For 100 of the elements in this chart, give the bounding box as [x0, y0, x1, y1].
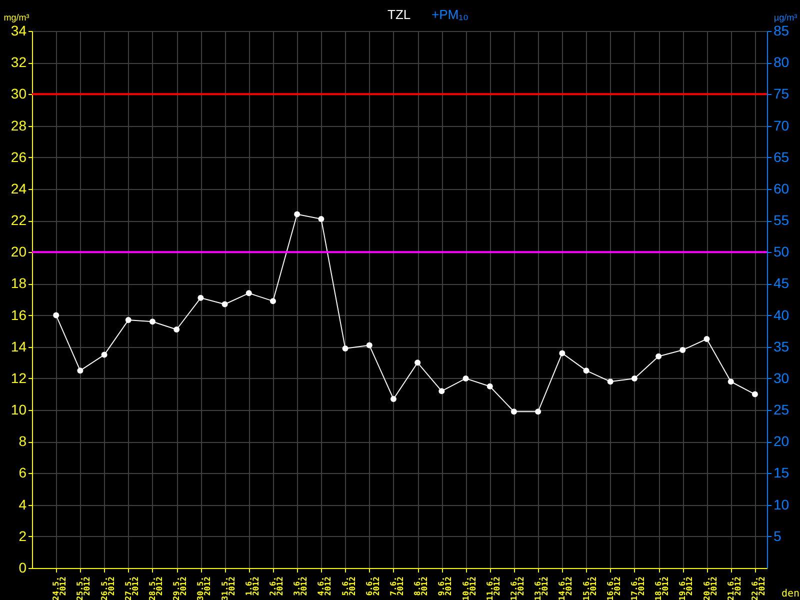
y-tick-label: 34	[10, 22, 27, 38]
point	[559, 350, 566, 356]
x-tick-label: 12.6.2012	[509, 576, 526, 600]
y2-tick-label: 50	[774, 244, 790, 260]
y2-tick-label: 45	[774, 275, 790, 292]
legend-label: +PM₁₀	[432, 6, 468, 22]
x-tick-label: 15.6.2012	[582, 576, 598, 600]
point	[198, 294, 204, 301]
point	[246, 290, 252, 296]
x-tick-label: 14.6.2012	[558, 576, 574, 600]
y2-tick-label: 70	[774, 117, 790, 134]
x-tick-label: 22.6.2012	[750, 576, 766, 600]
point	[535, 408, 542, 415]
point	[680, 347, 686, 354]
y-tick-label: 0	[18, 560, 27, 576]
y2-tick-label: 55	[774, 212, 790, 228]
y-tick-label: 4	[18, 496, 27, 512]
x-tick-label: 25.5.2012	[76, 576, 92, 600]
x-tick-label: 10.6.2012	[461, 576, 478, 600]
x-tick-label: 2.6.2012	[268, 576, 284, 596]
point	[342, 345, 348, 352]
y-tick-label: 24	[10, 180, 27, 196]
x-tick-label: 26.5.2012	[100, 576, 116, 600]
point	[656, 353, 662, 360]
y-tick-label: 26	[10, 148, 27, 165]
y-tick-label: 14	[10, 338, 27, 354]
x-tick-label: 24.5.2012	[52, 576, 68, 600]
point	[390, 396, 396, 402]
x-tick-label: 17.6.2012	[630, 576, 646, 600]
x-tick-label: 6.6.2012	[364, 576, 381, 596]
x-tick-label: 28.5.2012	[148, 576, 164, 600]
point	[607, 378, 614, 385]
point	[510, 408, 517, 415]
y2-tick-label: 5	[774, 528, 782, 544]
y2-tick-label: 15	[774, 464, 790, 481]
x-tick-label: 29.5.2012	[172, 576, 188, 600]
point	[583, 368, 590, 374]
x-tick-label: 1.6.2012	[244, 576, 260, 596]
point	[125, 317, 132, 324]
point	[704, 336, 710, 342]
x-tick-label: 21.6.2012	[726, 576, 742, 600]
y-tick-label: 28	[10, 117, 27, 134]
y-tick-label: 12	[10, 370, 27, 386]
x-axis-title: den	[781, 588, 800, 600]
y2-axis-title: µg/m³	[774, 12, 798, 22]
point	[728, 378, 734, 385]
point	[752, 391, 758, 398]
point	[101, 352, 108, 358]
point	[149, 318, 156, 325]
x-tick-label: 3.6.2012	[292, 576, 309, 596]
y2-tick-label: 20	[774, 433, 790, 450]
x-tick-label: 27.5.2012	[124, 576, 140, 600]
point	[631, 375, 638, 382]
point	[414, 360, 421, 366]
x-tick-label: 13.6.2012	[534, 576, 550, 600]
y-tick-label: 8	[18, 433, 27, 450]
x-tick-label: 30.5.2012	[196, 576, 212, 600]
point	[174, 326, 180, 333]
point	[294, 211, 300, 218]
x-tick-label: 11.6.2012	[485, 576, 502, 600]
point	[222, 301, 228, 308]
x-tick-label: 19.6.2012	[678, 576, 694, 600]
point	[318, 216, 324, 222]
y2-tick-label: 65	[774, 148, 790, 165]
y2-tick-label: 30	[774, 370, 790, 386]
y-tick-label: 10	[10, 402, 27, 418]
y2-tick-label: 25	[774, 402, 790, 418]
x-tick-label: 9.6.2012	[437, 576, 454, 596]
y-tick-label: 6	[18, 464, 27, 481]
y2-tick-label: 35	[774, 338, 790, 354]
x-tick-label: 4.6.2012	[316, 576, 333, 596]
y2-tick-label: 10	[774, 496, 790, 512]
point	[53, 312, 60, 318]
y-tick-label: 22	[10, 212, 27, 228]
x-tick-label: 20.6.2012	[702, 576, 718, 600]
y2-tick-label: 85	[774, 22, 790, 38]
y-tick-label: 30	[10, 86, 27, 102]
point	[270, 298, 276, 304]
point	[366, 342, 372, 348]
y2-tick-label: 60	[774, 180, 790, 196]
point	[438, 388, 445, 394]
x-tick-label: 7.6.2012	[388, 576, 405, 596]
point	[77, 368, 84, 374]
x-tick-label: 8.6.2012	[413, 576, 430, 596]
y-tick-label: 18	[10, 275, 27, 292]
y-tick-label: 20	[10, 244, 27, 260]
y2-tick-label: 40	[774, 306, 790, 323]
y-axis-title: mg/m³	[4, 12, 30, 22]
point	[486, 383, 493, 390]
y2-tick-label: 75	[774, 86, 790, 102]
x-tick-label: 31.5.2012	[220, 576, 236, 600]
y-tick-label: 2	[18, 528, 27, 544]
y2-tick-label: 80	[774, 54, 790, 70]
y-tick-label: 16	[10, 306, 27, 323]
point	[462, 375, 469, 382]
x-tick-label: 5.6.2012	[340, 576, 357, 596]
x-tick-label: 18.6.2012	[654, 576, 670, 600]
x-tick-label: 16.6.2012	[606, 576, 622, 600]
y-tick-label: 32	[10, 54, 27, 70]
text: TZL	[388, 6, 411, 22]
